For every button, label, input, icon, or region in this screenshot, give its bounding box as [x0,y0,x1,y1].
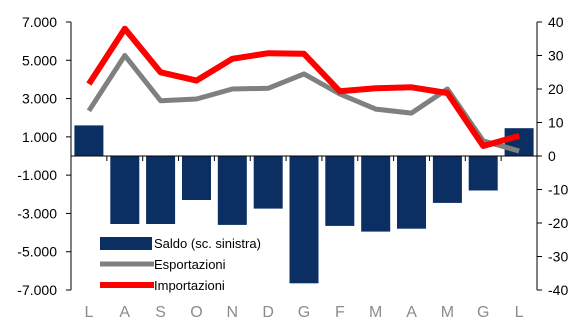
left-axis-tick-label: 7.000 [22,14,57,30]
category-label: L [515,304,524,321]
axes-group: 7.000 5.000 3.000 1.000 -1.000 -3.000 -5.000 -7… [17,14,568,321]
right-axis-tick-label: 0 [548,148,556,164]
right-axis-tick-label: -10 [548,182,568,198]
bar-saldo [361,156,391,232]
bar-saldo [468,156,498,191]
line-importazioni [86,25,520,149]
bar-saldo [146,156,176,224]
left-axis-tick-label: 5.000 [22,52,57,68]
legend: Saldo (sc. sinistra) Esportazioni Importaz… [100,236,261,293]
category-label: F [335,304,345,321]
left-axis-tick-label: 3.000 [22,91,57,107]
category-label: M [441,304,454,321]
bar-saldo [217,156,247,225]
left-axis-tick-label: 1.000 [22,129,57,145]
category-label: G [298,304,310,321]
bars-group [74,125,534,284]
right-axis-tick-label: -30 [548,249,568,265]
left-axis-tick-label: -5.000 [17,244,57,260]
bar-saldo [182,156,211,200]
left-axis-tick-label: -3.000 [17,205,57,221]
category-label: D [262,304,274,321]
right-axis-tick-label: -20 [548,215,568,231]
right-axis-tick-label: -40 [548,282,568,298]
left-axis-tick-label: -7.000 [17,282,57,298]
bar-saldo [110,156,140,224]
right-axis-tick-label: 40 [548,14,564,30]
legend-label: Importazioni [154,278,225,293]
category-label: N [227,304,239,321]
left-axis-tick-label: -1.000 [17,167,57,183]
bar-saldo [253,156,283,209]
legend-label: Saldo (sc. sinistra) [154,236,261,251]
category-label: A [119,304,130,321]
lines-group [86,25,520,154]
legend-swatch-saldo [100,237,152,250]
category-label: G [477,304,489,321]
bar-saldo [432,156,462,203]
category-label: L [84,304,93,321]
bar-saldo [397,156,426,229]
bar-saldo [504,128,534,156]
right-axis-tick-label: 30 [548,48,564,64]
right-axis-tick-label: 10 [548,115,564,131]
line-esportazioni [86,53,520,154]
bar-saldo [74,125,104,156]
category-label: M [369,304,382,321]
right-axis-tick-label: 20 [548,81,564,97]
category-label: S [155,304,166,321]
category-label: O [190,304,202,321]
bar-saldo [325,156,355,226]
bar-saldo [289,156,319,284]
category-label: A [406,304,417,321]
legend-label: Esportazioni [154,257,226,272]
